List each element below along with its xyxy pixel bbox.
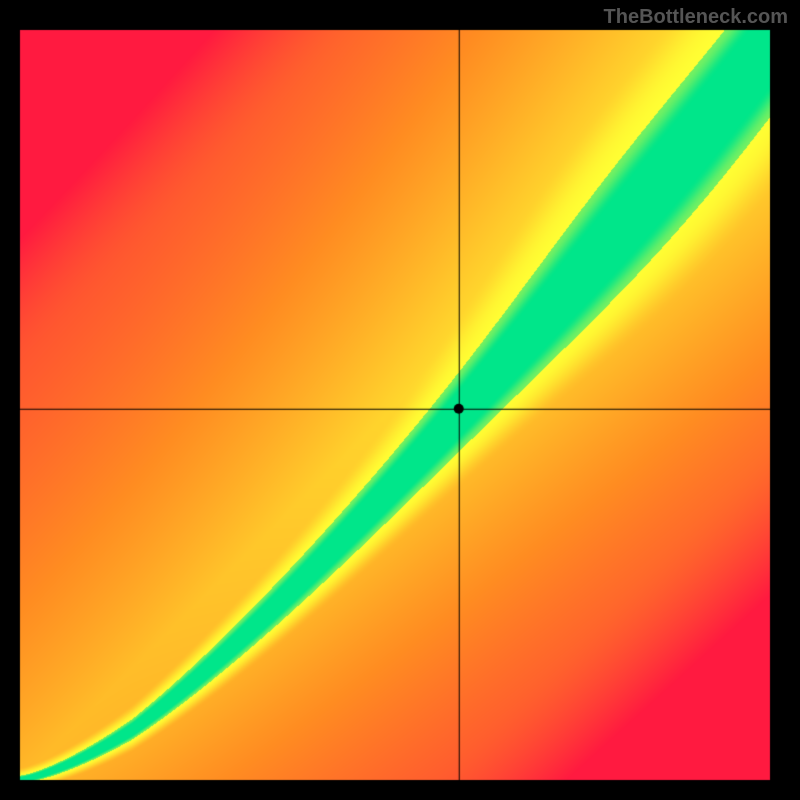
watermark-text: TheBottleneck.com xyxy=(604,6,788,29)
bottleneck-heatmap xyxy=(0,0,800,800)
chart-container: TheBottleneck.com xyxy=(0,0,800,800)
